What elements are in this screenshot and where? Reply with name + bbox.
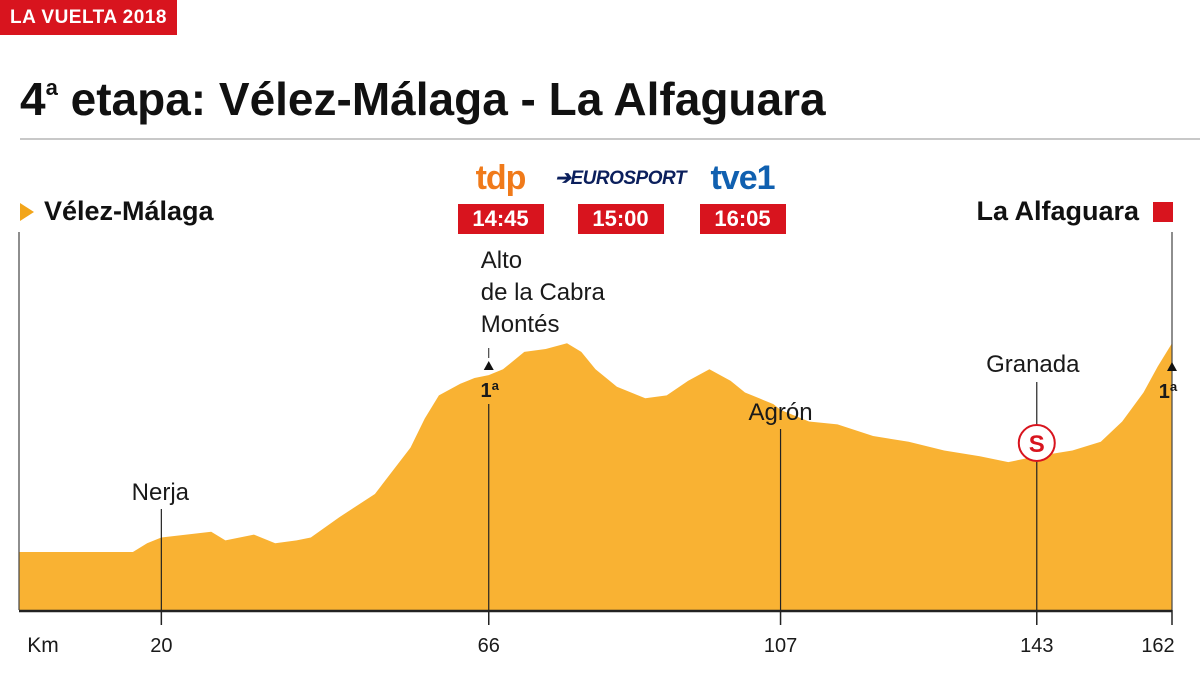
point-name: Granada bbox=[986, 351, 1080, 378]
finish-square-icon bbox=[1153, 201, 1173, 222]
eurosport-logo-icon: ➔EUROSPORT bbox=[555, 167, 686, 189]
broadcast-time: 16:05 bbox=[699, 204, 786, 234]
start-location: Vélez-Málaga bbox=[20, 196, 214, 227]
point-name: Nerja bbox=[132, 479, 190, 506]
x-tick-label: 107 bbox=[764, 635, 797, 657]
start-arrow-icon bbox=[20, 202, 34, 221]
x-tick-label: 162 bbox=[1141, 635, 1174, 657]
finish-name: La Alfaguara bbox=[976, 196, 1139, 226]
sprint-label: S bbox=[1029, 431, 1045, 458]
stage-route: etapa: Vélez-Málaga - La Alfaguara bbox=[57, 73, 826, 125]
broadcast-time: 14:45 bbox=[457, 204, 544, 234]
elevation-profile-area bbox=[19, 343, 1172, 610]
broadcast-time: 15:00 bbox=[577, 204, 664, 234]
section-kicker: LA VUELTA 2018 bbox=[0, 0, 177, 35]
title-divider bbox=[20, 138, 1200, 140]
climb-marker-icon bbox=[1167, 362, 1177, 371]
climb-category: 1ª bbox=[480, 380, 499, 402]
broadcast-tdp: tdp 14:45 bbox=[438, 158, 563, 234]
point-name: Agrón bbox=[749, 399, 813, 426]
page-title: 4a etapa: Vélez-Málaga - La Alfaguara bbox=[20, 72, 826, 126]
stage-number: 4 bbox=[20, 73, 46, 125]
tdp-logo-icon: tdp bbox=[475, 158, 527, 197]
x-tick-label: 20 bbox=[150, 635, 172, 657]
climb-marker-icon bbox=[483, 361, 494, 370]
climb-name: Alto bbox=[481, 247, 522, 274]
start-name: Vélez-Málaga bbox=[44, 196, 214, 226]
x-tick-label: 66 bbox=[478, 635, 500, 657]
tve1-logo-icon: tve1 bbox=[710, 158, 775, 197]
climb-category: 1ª bbox=[1159, 381, 1178, 403]
sprint-icon bbox=[1017, 424, 1056, 462]
broadcast-eurosport: ➔EUROSPORT 15:00 bbox=[555, 158, 686, 234]
stage-ordinal: a bbox=[45, 75, 58, 100]
climb-name: Montés bbox=[481, 311, 560, 338]
broadcast-tve1: tve1 16:05 bbox=[680, 158, 805, 234]
finish-location: La Alfaguara bbox=[976, 196, 1173, 227]
climb-name: de la Cabra bbox=[481, 279, 606, 306]
x-axis-label: Km bbox=[27, 634, 59, 657]
x-tick-label: 143 bbox=[1020, 635, 1053, 657]
